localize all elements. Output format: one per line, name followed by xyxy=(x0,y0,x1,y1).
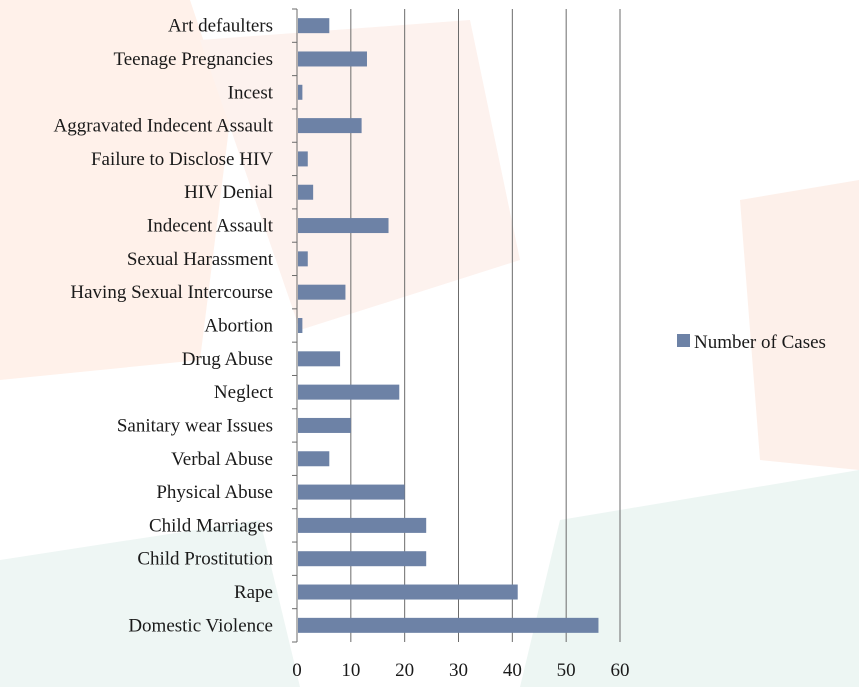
bars xyxy=(298,18,599,633)
category-label: Drug Abuse xyxy=(182,349,273,370)
category-label: Having Sexual Intercourse xyxy=(70,282,273,303)
category-label: Physical Abuse xyxy=(156,482,273,503)
bar xyxy=(298,484,405,500)
category-label: Sexual Harassment xyxy=(127,249,274,270)
bar xyxy=(298,251,308,267)
bar xyxy=(298,318,303,333)
category-label: Abortion xyxy=(204,316,273,337)
legend-swatch xyxy=(677,334,690,347)
bar xyxy=(298,384,400,400)
category-label: HIV Denial xyxy=(184,182,273,203)
bar xyxy=(298,84,303,100)
x-tick-label: 10 xyxy=(341,660,360,681)
legend: Number of Cases xyxy=(677,332,826,353)
x-tick-label: 40 xyxy=(503,660,522,681)
category-label: Domestic Violence xyxy=(128,615,273,636)
category-label: Indecent Assault xyxy=(147,216,274,237)
bar xyxy=(298,517,427,533)
category-label: Child Marriages xyxy=(149,515,273,536)
x-tick-label: 0 xyxy=(292,660,302,681)
x-tick-label: 20 xyxy=(395,660,414,681)
bar xyxy=(298,351,341,367)
gridlines xyxy=(350,9,621,642)
bar xyxy=(298,451,330,467)
bar xyxy=(298,551,427,567)
y-axis xyxy=(292,8,298,643)
bar xyxy=(298,51,367,67)
category-label: Neglect xyxy=(214,382,274,403)
bar xyxy=(298,151,308,167)
bar xyxy=(298,584,518,600)
category-label: Child Prostitution xyxy=(137,549,273,570)
category-label: Verbal Abuse xyxy=(171,449,273,470)
bar xyxy=(298,118,362,134)
category-label: Art defaulters xyxy=(168,16,273,37)
category-label: Sanitary wear Issues xyxy=(117,415,273,436)
legend-label: Number of Cases xyxy=(694,332,826,353)
category-label: Aggravated Indecent Assault xyxy=(54,116,274,137)
x-tick-label: 60 xyxy=(611,660,630,681)
x-tick-label: 50 xyxy=(557,660,576,681)
category-label: Rape xyxy=(234,582,273,603)
bar xyxy=(298,18,330,34)
category-label: Incest xyxy=(228,82,274,103)
bar xyxy=(298,284,346,300)
x-tick-labels: 0 10 20 30 40 50 60 xyxy=(292,660,629,681)
category-label: Failure to Disclose HIV xyxy=(91,149,273,170)
bar xyxy=(298,617,599,633)
category-label: Teenage Pregnancies xyxy=(113,49,273,70)
bar xyxy=(298,417,351,433)
bar xyxy=(298,184,314,200)
category-labels: Art defaulters Teenage Pregnancies Incest A… xyxy=(54,16,274,637)
bar xyxy=(298,218,389,234)
x-tick-label: 30 xyxy=(449,660,468,681)
